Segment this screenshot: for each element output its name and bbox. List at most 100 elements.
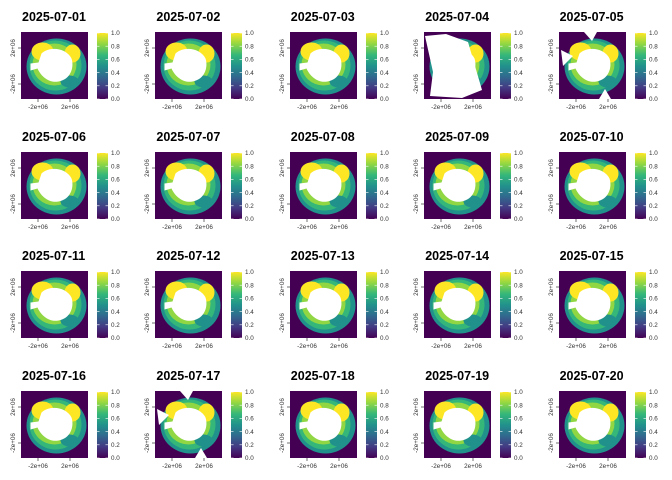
x-tick-label: 2e+06 <box>196 224 214 231</box>
missing-data-region <box>180 390 194 400</box>
antarctica-mask <box>299 48 342 82</box>
panel-plot: 2e+06 -2e+06 -2e+06 2e+06 0.0 0.2 0.4 0.6 0.8 1.0 <box>413 389 523 470</box>
colorbar-tick-label: 1.0 <box>111 150 120 157</box>
x-tick-label: -2e+06 <box>162 463 182 470</box>
y-tick-label: 2e+06 <box>548 397 555 415</box>
map-area <box>424 32 492 99</box>
colorbar <box>97 272 108 338</box>
x-tick-label: 2e+06 <box>599 104 617 111</box>
map-area <box>424 390 492 458</box>
antarctica-mask <box>299 407 342 441</box>
x-tick-label: 2e+06 <box>599 224 617 231</box>
colorbar-tick-label: 1.0 <box>380 389 389 396</box>
map-area <box>424 151 492 219</box>
map-area <box>155 151 223 219</box>
colorbar <box>500 391 512 458</box>
x-tick-label: -2e+06 <box>28 463 48 470</box>
antarctica-mask <box>568 407 611 441</box>
map-panel: 2025-07-17 2e+06 -2e+06 -2e+06 2e+06 0.0 0.2 0.… <box>134 359 268 479</box>
colorbar <box>634 152 646 219</box>
colorbar-tick-label: 0.6 <box>649 176 658 183</box>
y-tick-label: 2e+06 <box>548 39 555 57</box>
colorbar-tick-label: 0.4 <box>111 189 120 196</box>
colorbar-tick-label: 0.4 <box>649 189 658 196</box>
colorbar-tick-label: 0.2 <box>514 83 523 90</box>
colorbar-tick-label: 1.0 <box>514 389 523 396</box>
missing-data-region <box>425 34 483 98</box>
y-tick-label: 2e+06 <box>413 278 420 296</box>
colorbar-tick-label: 0.4 <box>514 70 523 77</box>
colorbar-tick-label: 1.0 <box>245 30 254 37</box>
colorbar-tick-label: 1.0 <box>245 150 254 157</box>
colorbar-tick-label: 0.0 <box>245 96 254 103</box>
colorbar-tick-label: 0.8 <box>380 402 389 409</box>
panel-title: 2025-07-17 <box>156 368 221 383</box>
panel-plot: 2e+06 -2e+06 -2e+06 2e+06 0.0 0.2 0.4 0.6 0.8 1.0 <box>279 150 389 231</box>
colorbar-tick-label: 0.8 <box>111 402 120 409</box>
colorbar-tick-label: 0.8 <box>380 282 389 289</box>
colorbar-tick-label: 0.4 <box>245 189 254 196</box>
antarctica-mask <box>433 407 476 441</box>
colorbar-tick-label: 0.4 <box>245 70 254 77</box>
colorbar <box>365 33 377 99</box>
x-tick-label: -2e+06 <box>431 463 451 470</box>
x-tick-label: -2e+06 <box>566 104 586 111</box>
colorbar-tick-label: 0.0 <box>111 455 120 462</box>
y-tick-label: 2e+06 <box>10 278 17 296</box>
colorbar-tick-label: 0.8 <box>649 163 658 170</box>
missing-data-region <box>560 50 573 66</box>
colorbar-tick-label: 0.6 <box>245 415 254 422</box>
antarctica-mask <box>30 48 73 82</box>
panel-title: 2025-07-18 <box>290 368 355 383</box>
colorbar-tick-label: 0.6 <box>649 296 658 303</box>
x-tick-label: -2e+06 <box>28 343 48 350</box>
colorbar-tick-label: 1.0 <box>649 150 658 157</box>
colorbar-tick-label: 0.0 <box>649 96 658 103</box>
colorbar-tick-label: 0.6 <box>380 57 389 64</box>
map-area <box>558 271 626 338</box>
colorbar <box>365 152 377 219</box>
colorbar-tick-label: 0.0 <box>245 335 254 342</box>
map-panel: 2025-07-12 2e+06 -2e+06 -2e+06 2e+06 0.0 0.2 0.… <box>134 239 268 359</box>
map-panel: 2025-07-08 2e+06 -2e+06 -2e+06 2e+06 0.0 0.2 0.… <box>269 120 403 240</box>
y-tick-label: -2e+06 <box>10 313 17 333</box>
colorbar-tick-label: 0.6 <box>649 415 658 422</box>
x-tick-label: 2e+06 <box>464 104 482 111</box>
colorbar-tick-label: 0.6 <box>514 296 523 303</box>
colorbar-tick-label: 0.6 <box>514 57 523 64</box>
y-tick-label: 2e+06 <box>10 158 17 176</box>
colorbar-tick-label: 0.0 <box>245 216 254 223</box>
colorbar-tick-label: 0.2 <box>649 322 658 329</box>
y-tick-label: -2e+06 <box>413 432 420 452</box>
colorbar-tick-label: 1.0 <box>649 389 658 396</box>
map-panel: 2025-07-18 2e+06 -2e+06 -2e+06 2e+06 0.0 0.2 0.… <box>269 359 403 479</box>
y-tick-label: 2e+06 <box>413 397 420 415</box>
x-tick-label: -2e+06 <box>431 104 451 111</box>
colorbar-tick-label: 0.2 <box>514 442 523 449</box>
y-tick-label: 2e+06 <box>279 278 286 296</box>
x-tick-label: 2e+06 <box>61 463 79 470</box>
y-tick-label: -2e+06 <box>279 432 286 452</box>
x-tick-label: 2e+06 <box>599 343 617 350</box>
colorbar-tick-label: 0.8 <box>649 43 658 50</box>
y-tick-label: -2e+06 <box>279 193 286 213</box>
panel-title: 2025-07-07 <box>156 129 221 144</box>
y-tick-label: -2e+06 <box>548 193 555 213</box>
y-tick-label: -2e+06 <box>548 313 555 333</box>
colorbar-tick-label: 0.6 <box>380 415 389 422</box>
colorbar-tick-label: 0.8 <box>380 43 389 50</box>
colorbar-tick-label: 0.0 <box>514 335 523 342</box>
missing-data-region <box>195 447 208 458</box>
map-area <box>289 32 357 99</box>
colorbar-tick-label: 0.2 <box>245 203 254 210</box>
colorbar-tick-label: 0.0 <box>380 216 389 223</box>
antarctica-mask <box>164 287 207 321</box>
colorbar-tick-label: 0.0 <box>111 96 120 103</box>
colorbar-tick-label: 0.2 <box>380 442 389 449</box>
colorbar-tick-label: 0.0 <box>380 455 389 462</box>
colorbar-tick-label: 0.8 <box>514 282 523 289</box>
x-tick-label: -2e+06 <box>566 224 586 231</box>
antarctica-mask <box>568 168 611 202</box>
map-area <box>155 390 223 458</box>
colorbar-tick-label: 0.4 <box>380 70 389 77</box>
